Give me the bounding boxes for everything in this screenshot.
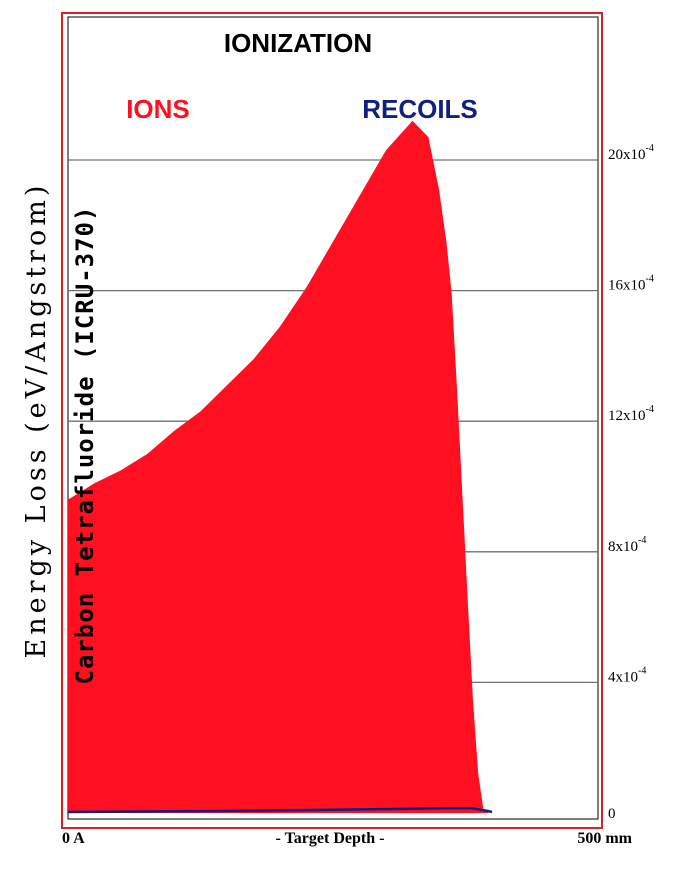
y-axis-label: Energy Loss (eV/Angstrom)	[21, 182, 52, 659]
y-tick-1: 4x10-4	[608, 665, 646, 685]
recoils-line-layer	[67, 806, 493, 814]
y-tick-3: 12x10-4	[608, 404, 654, 424]
x-axis-label: - Target Depth -	[276, 830, 385, 847]
legend-ions: IONS	[126, 94, 190, 124]
ions-area-layer	[68, 120, 498, 814]
y-tick-5: 20x10-4	[608, 143, 654, 163]
target-material-label: Carbon Tetrafluoride (ICRU-370)	[71, 206, 99, 685]
x-tick-start: 0 A	[62, 830, 85, 847]
chart-title: IONIZATION	[224, 28, 372, 58]
x-tick-end: 500 mm	[577, 830, 632, 847]
chart-frame	[61, 12, 603, 829]
y-tick-labels: 0 4x10-4 8x10-4 12x10-4 16x10-4 20x10-4	[608, 143, 654, 822]
ions-area	[68, 120, 498, 814]
y-tick-4: 16x10-4	[608, 274, 654, 294]
plot-area-border	[67, 16, 599, 820]
y-tick-2: 8x10-4	[608, 535, 646, 555]
legend-recoils: RECOILS	[362, 94, 478, 124]
recoils-line	[67, 806, 493, 814]
y-tick-0: 0	[608, 806, 616, 822]
